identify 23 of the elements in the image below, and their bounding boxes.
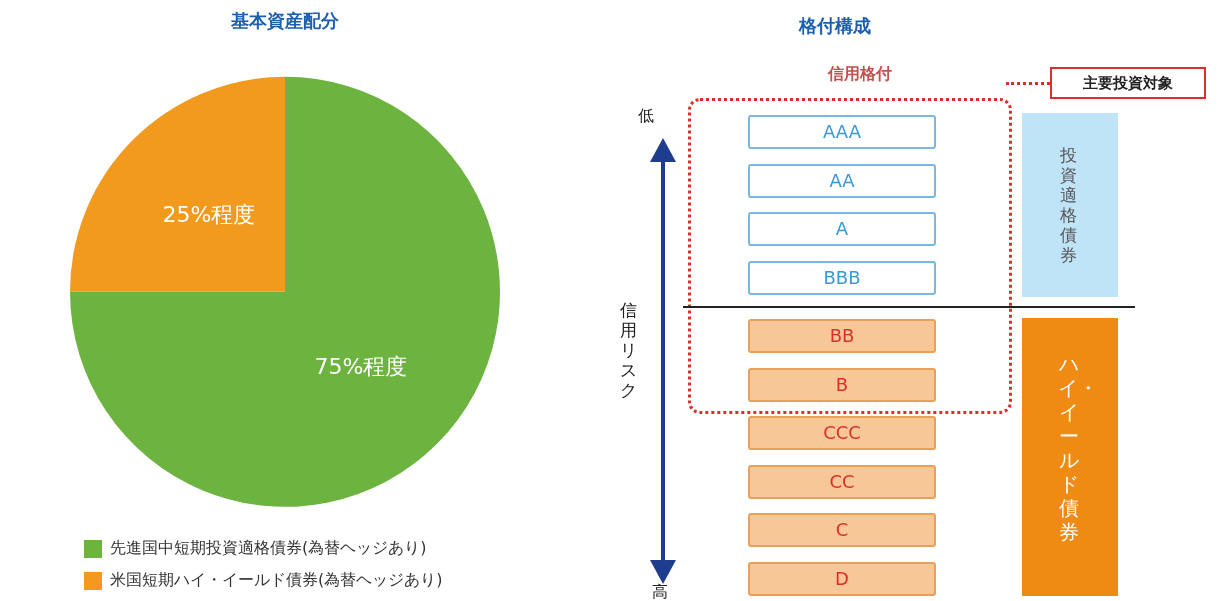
- text: ハイ・イールド債券: [1058, 352, 1098, 544]
- text: 主要投資対象: [1050, 67, 1206, 99]
- category-label: D: [748, 561, 936, 596]
- text: 信用リスク: [620, 300, 638, 400]
- category-label: A: [748, 212, 936, 246]
- data-label: 75%程度: [314, 353, 408, 379]
- text: 信用格付: [826, 64, 893, 85]
- legend-label: 先進国中短期投資適格債券(為替ヘッジあり): [110, 538, 427, 558]
- text: 高: [652, 582, 668, 601]
- chart-title: 基本資産配分: [230, 10, 340, 32]
- category-label: BBB: [748, 260, 936, 295]
- category-label: CC: [748, 464, 936, 499]
- text: 投資適格債券: [1060, 145, 1078, 265]
- text: 低: [638, 106, 654, 127]
- category-label: C: [748, 513, 936, 547]
- category-label: CCC: [748, 416, 936, 450]
- text: 格付構成: [797, 14, 872, 38]
- data-label: 25%程度: [162, 201, 256, 227]
- legend-label: 米国短期ハイ・イールド債券(為替ヘッジあり): [110, 570, 443, 590]
- category-label: B: [748, 367, 936, 402]
- category-label: AAA: [748, 115, 936, 149]
- category-label: AA: [748, 163, 936, 198]
- category-label: BB: [748, 319, 936, 353]
